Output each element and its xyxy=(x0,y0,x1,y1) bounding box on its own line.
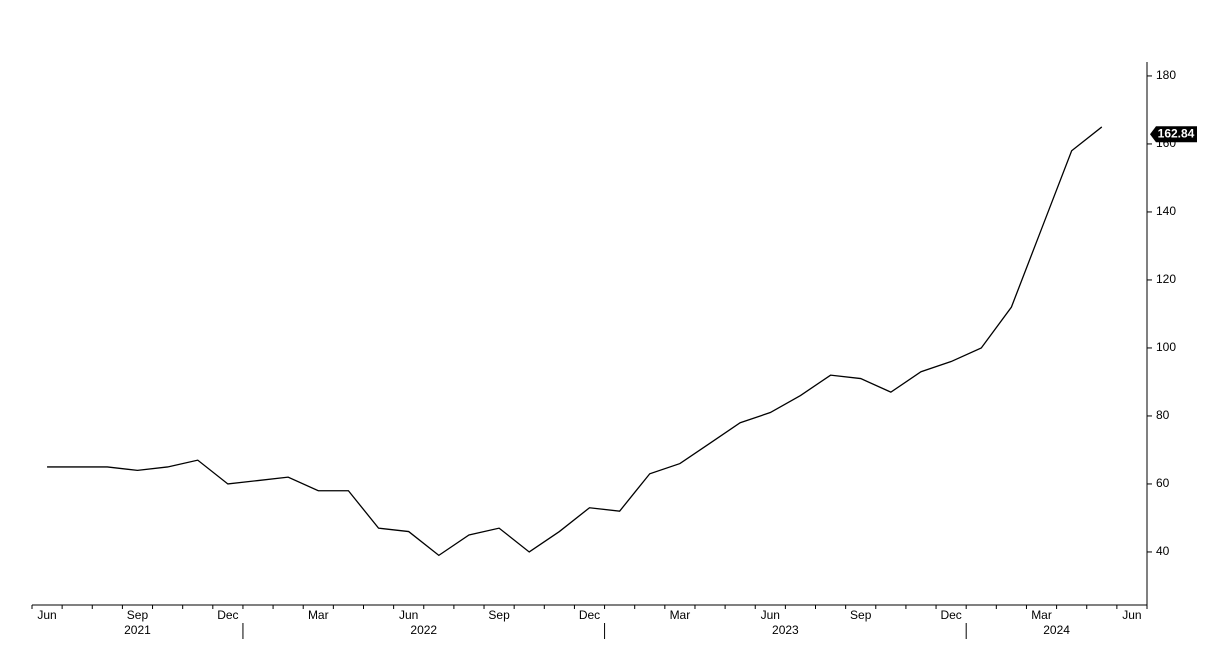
last-price-label: 162.84 xyxy=(1158,126,1195,140)
y-tick-label: 60 xyxy=(1156,476,1170,490)
x-tick-label: Dec xyxy=(940,608,961,622)
x-tick-label: Mar xyxy=(308,608,329,622)
x-tick-label: Dec xyxy=(579,608,600,622)
y-tick-label: 140 xyxy=(1156,204,1176,218)
x-tick-label: Jun xyxy=(761,608,780,622)
y-tick-label: 80 xyxy=(1156,408,1170,422)
y-tick-label: 40 xyxy=(1156,544,1170,558)
last-price-tag xyxy=(1150,126,1197,143)
y-tick-label: 120 xyxy=(1156,272,1176,286)
x-tick-label: Dec xyxy=(217,608,238,622)
year-label: 2024 xyxy=(1043,623,1070,637)
x-tick-label: Mar xyxy=(1031,608,1052,622)
y-tick-label: 100 xyxy=(1156,340,1176,354)
year-label: 2022 xyxy=(410,623,437,637)
x-tick-label: Mar xyxy=(670,608,691,622)
x-tick-label: Jun xyxy=(399,608,418,622)
x-tick-label: Sep xyxy=(127,608,149,622)
x-tick-label: Jun xyxy=(37,608,56,622)
year-label: 2021 xyxy=(124,623,151,637)
price-line xyxy=(47,126,1103,557)
year-label: 2023 xyxy=(772,623,799,637)
x-tick-label: Sep xyxy=(850,608,872,622)
x-tick-label: Sep xyxy=(488,608,510,622)
y-tick-label: 180 xyxy=(1156,68,1176,82)
x-tick-label: Jun xyxy=(1122,608,1141,622)
